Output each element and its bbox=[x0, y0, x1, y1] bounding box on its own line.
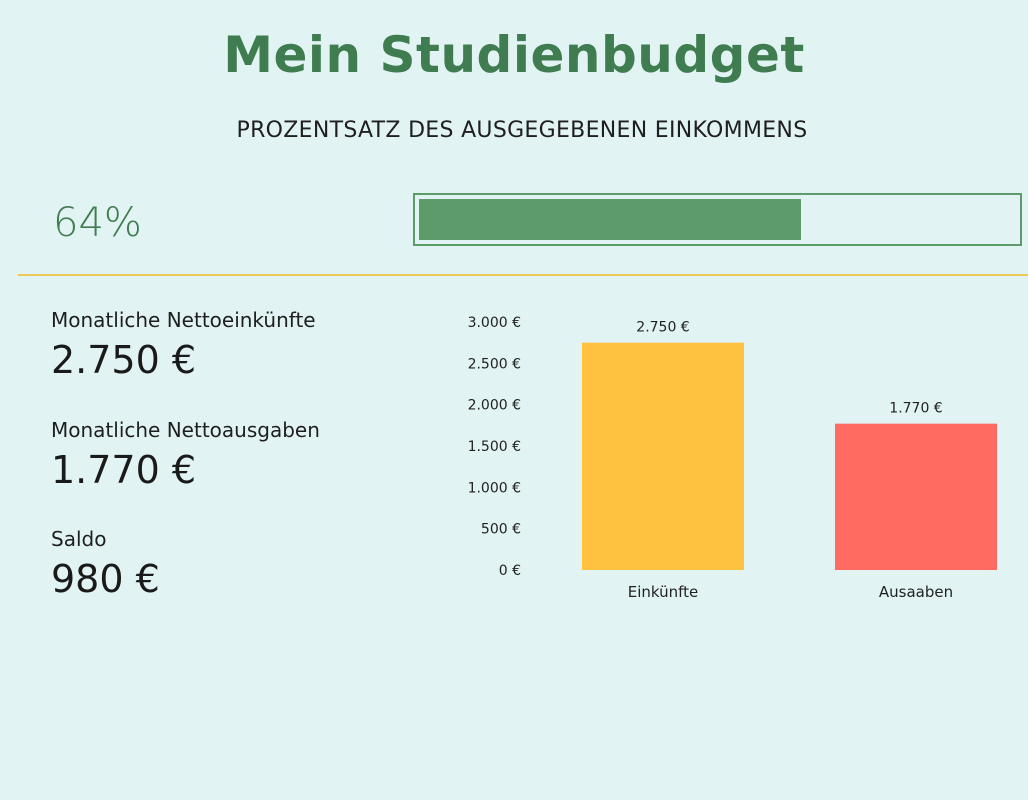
y-tick-label: 2.000 € bbox=[468, 398, 521, 414]
divider bbox=[18, 274, 1028, 276]
y-tick-label: 3.000 € bbox=[468, 315, 521, 331]
y-tick-label: 0 € bbox=[499, 563, 521, 579]
y-tick-label: 500 € bbox=[481, 522, 521, 538]
x-category-label: Ausaaben bbox=[879, 583, 953, 601]
income-value: 2.750 € bbox=[51, 338, 197, 382]
expenses-value: 1.770 € bbox=[51, 448, 197, 492]
x-category-label: Einkünfte bbox=[628, 583, 699, 601]
progress-bar bbox=[413, 193, 1022, 246]
y-tick-label: 1.500 € bbox=[468, 439, 521, 455]
bar-expenses bbox=[835, 423, 997, 570]
balance-label: Saldo bbox=[51, 527, 107, 551]
data-label: 1.770 € bbox=[889, 401, 942, 417]
budget-bar-chart: 0 € 500 € 1.000 € 1.500 € 2.000 € 2.500 € 3.00… bbox=[468, 315, 997, 601]
chart-subtitle: PROZENTSATZ DES AUSGEGEBENEN EINKOMMENS bbox=[236, 118, 808, 143]
data-label: 2.750 € bbox=[636, 320, 689, 336]
page-title: Mein Studienbudget bbox=[223, 26, 805, 84]
expenses-label: Monatliche Nettoausgaben bbox=[51, 418, 320, 442]
bar-income bbox=[582, 342, 744, 570]
percent-spent-value: 64% bbox=[53, 200, 142, 246]
balance-value: 980 € bbox=[51, 557, 160, 601]
income-label: Monatliche Nettoeinkünfte bbox=[51, 308, 316, 332]
progress-bar-fill bbox=[419, 199, 801, 240]
y-tick-label: 2.500 € bbox=[468, 356, 521, 372]
y-tick-label: 1.000 € bbox=[468, 480, 521, 496]
